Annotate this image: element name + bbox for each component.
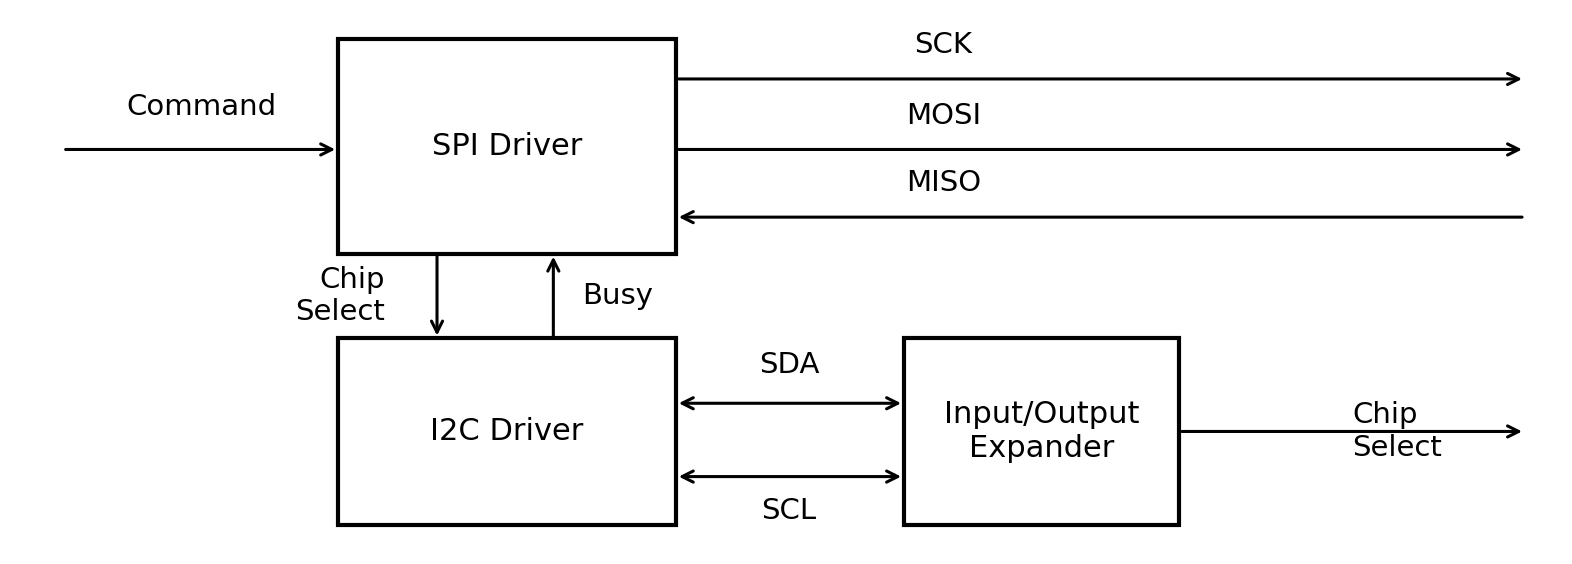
Text: Chip
Select: Chip Select [296, 266, 385, 327]
Text: Busy: Busy [582, 282, 652, 310]
Text: SCK: SCK [915, 31, 971, 59]
Text: Input/Output
Expander: Input/Output Expander [943, 400, 1140, 462]
Bar [338, 39, 676, 254]
Text: SPI Driver: SPI Driver [432, 132, 582, 161]
Text: SCL: SCL [761, 497, 817, 526]
Bar [338, 338, 676, 525]
Bar [904, 338, 1179, 525]
Text: MOSI: MOSI [905, 102, 981, 130]
Text: SDA: SDA [759, 351, 819, 379]
Text: MISO: MISO [905, 169, 981, 197]
Text: Chip
Select: Chip Select [1352, 401, 1442, 462]
Text: I2C Driver: I2C Driver [431, 417, 583, 446]
Text: Command: Command [126, 93, 277, 121]
